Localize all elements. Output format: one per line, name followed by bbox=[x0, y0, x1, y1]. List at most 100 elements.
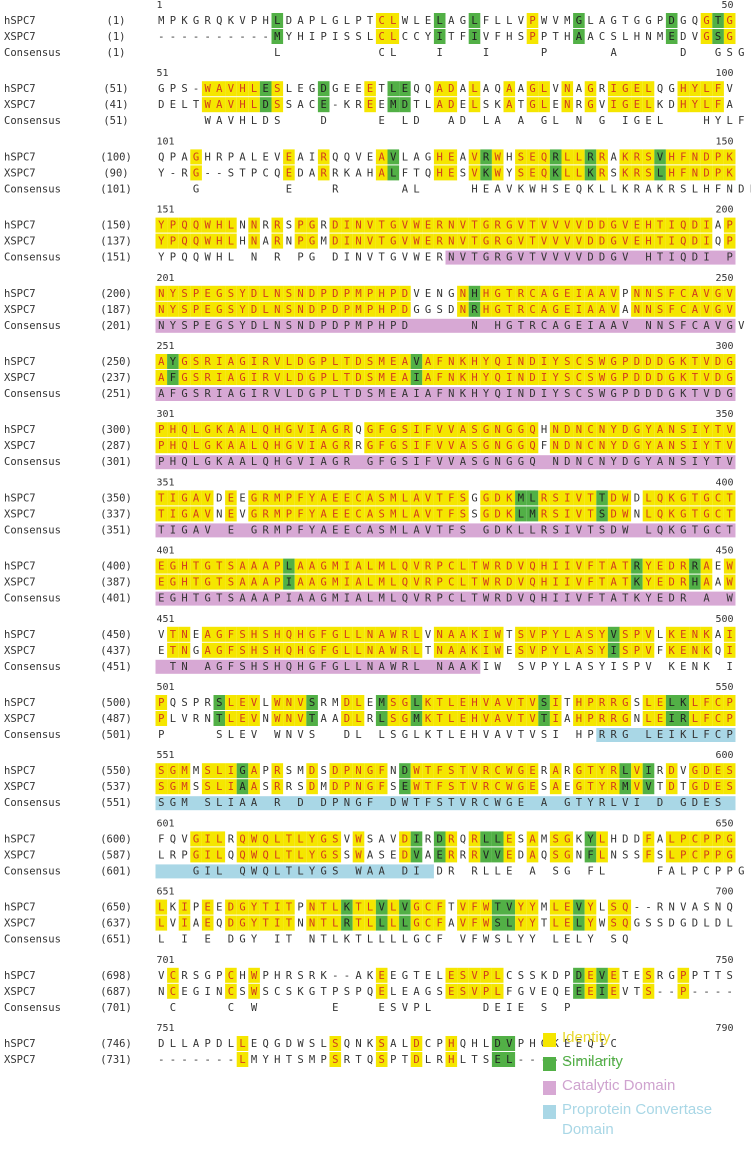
identity-cell bbox=[723, 558, 736, 574]
identity-cell bbox=[677, 847, 690, 863]
identity-cell bbox=[422, 422, 434, 438]
identity-cell bbox=[422, 370, 434, 385]
identity-cell bbox=[236, 354, 249, 369]
similarity-cell bbox=[491, 899, 504, 915]
identity-cell bbox=[561, 81, 574, 97]
identity-cell bbox=[677, 831, 690, 847]
identity-cell bbox=[399, 354, 411, 369]
identity-cell bbox=[631, 779, 643, 795]
identity-cell bbox=[561, 626, 574, 642]
identity-cell bbox=[375, 983, 388, 999]
identity-cell bbox=[468, 847, 481, 863]
identity-cell bbox=[352, 847, 365, 863]
identity-cell bbox=[271, 915, 284, 931]
identity-cell bbox=[480, 642, 492, 658]
identity-cell bbox=[317, 847, 330, 863]
identity-cell bbox=[271, 558, 284, 574]
similarity-cell bbox=[433, 29, 446, 44]
similarity-cell bbox=[573, 29, 585, 44]
identity-cell bbox=[515, 558, 527, 574]
identity-cell bbox=[561, 301, 574, 317]
identity-cell bbox=[213, 422, 226, 438]
identity-cell bbox=[677, 217, 690, 233]
identity-cell bbox=[712, 370, 724, 385]
identity-cell bbox=[178, 233, 191, 249]
legend-proprotein: Proprotein Convertase Domain bbox=[543, 1100, 751, 1144]
identity-cell bbox=[317, 422, 330, 438]
identity-cell bbox=[468, 422, 481, 438]
identity-cell bbox=[654, 711, 666, 726]
identity-cell bbox=[317, 149, 330, 165]
identity-cell bbox=[155, 438, 168, 454]
identity-cell bbox=[167, 285, 179, 301]
identity-cell bbox=[700, 301, 713, 317]
similarity-cell bbox=[468, 301, 481, 317]
identity-cell bbox=[723, 695, 736, 710]
identity-cell bbox=[410, 626, 423, 642]
identity-cell bbox=[422, 354, 434, 369]
seq2-position: (1) bbox=[107, 31, 126, 43]
identity-cell bbox=[596, 574, 608, 590]
identity-cell bbox=[457, 967, 469, 983]
identity-cell bbox=[213, 97, 226, 113]
seq2-position: (237) bbox=[100, 372, 132, 384]
similarity-cell bbox=[573, 915, 585, 931]
identity-cell bbox=[596, 695, 608, 710]
identity-cell bbox=[329, 779, 342, 795]
identity-cell bbox=[457, 695, 469, 710]
identity-cell bbox=[689, 711, 701, 726]
identity-cell bbox=[248, 779, 260, 795]
identity-cell bbox=[607, 558, 620, 574]
similarity-cell bbox=[468, 13, 481, 28]
identity-cell bbox=[213, 233, 226, 249]
identity-cell bbox=[271, 847, 284, 863]
identity-cell bbox=[677, 558, 690, 574]
identity-cell bbox=[538, 301, 550, 317]
identity-cell bbox=[317, 831, 330, 847]
identity-cell bbox=[607, 899, 620, 915]
identity-cell bbox=[294, 354, 307, 369]
identity-cell bbox=[700, 81, 713, 97]
identity-cell bbox=[689, 233, 701, 249]
identity-cell bbox=[491, 763, 504, 779]
identity-cell bbox=[352, 506, 365, 522]
identity-cell bbox=[515, 779, 527, 795]
consensus-position: (651) bbox=[100, 934, 132, 946]
similarity-cell bbox=[607, 642, 620, 658]
identity-cell bbox=[468, 831, 481, 847]
identity-cell bbox=[584, 626, 597, 642]
seq2-label: XSPC7 bbox=[4, 713, 36, 725]
seq1-label: hSPC7 bbox=[4, 220, 36, 232]
identity-cell bbox=[584, 558, 597, 574]
identity-cell bbox=[723, 233, 736, 249]
identity-cell bbox=[329, 506, 342, 522]
similarity-cell bbox=[410, 831, 423, 847]
identity-cell bbox=[433, 438, 446, 454]
identity-cell bbox=[433, 490, 446, 506]
identity-cell bbox=[723, 13, 736, 28]
identity-cell bbox=[526, 165, 539, 181]
identity-cell bbox=[399, 558, 411, 574]
identity-cell bbox=[306, 301, 318, 317]
identity-cell bbox=[665, 149, 678, 165]
identity-cell bbox=[178, 506, 191, 522]
identity-cell bbox=[445, 983, 458, 999]
similarity-cell bbox=[654, 165, 666, 181]
identity-cell bbox=[178, 301, 191, 317]
identity-cell bbox=[526, 285, 539, 301]
identity-cell bbox=[341, 763, 353, 779]
identity-cell bbox=[665, 626, 678, 642]
identity-cell bbox=[631, 81, 643, 97]
identity-cell bbox=[607, 779, 620, 795]
identity-cell bbox=[538, 370, 550, 385]
identity-cell bbox=[306, 642, 318, 658]
identity-cell bbox=[619, 149, 632, 165]
identity-cell bbox=[665, 370, 678, 385]
identity-cell bbox=[665, 438, 678, 454]
seq2-position: (137) bbox=[100, 236, 132, 248]
consensus-label: Consensus bbox=[4, 183, 61, 195]
